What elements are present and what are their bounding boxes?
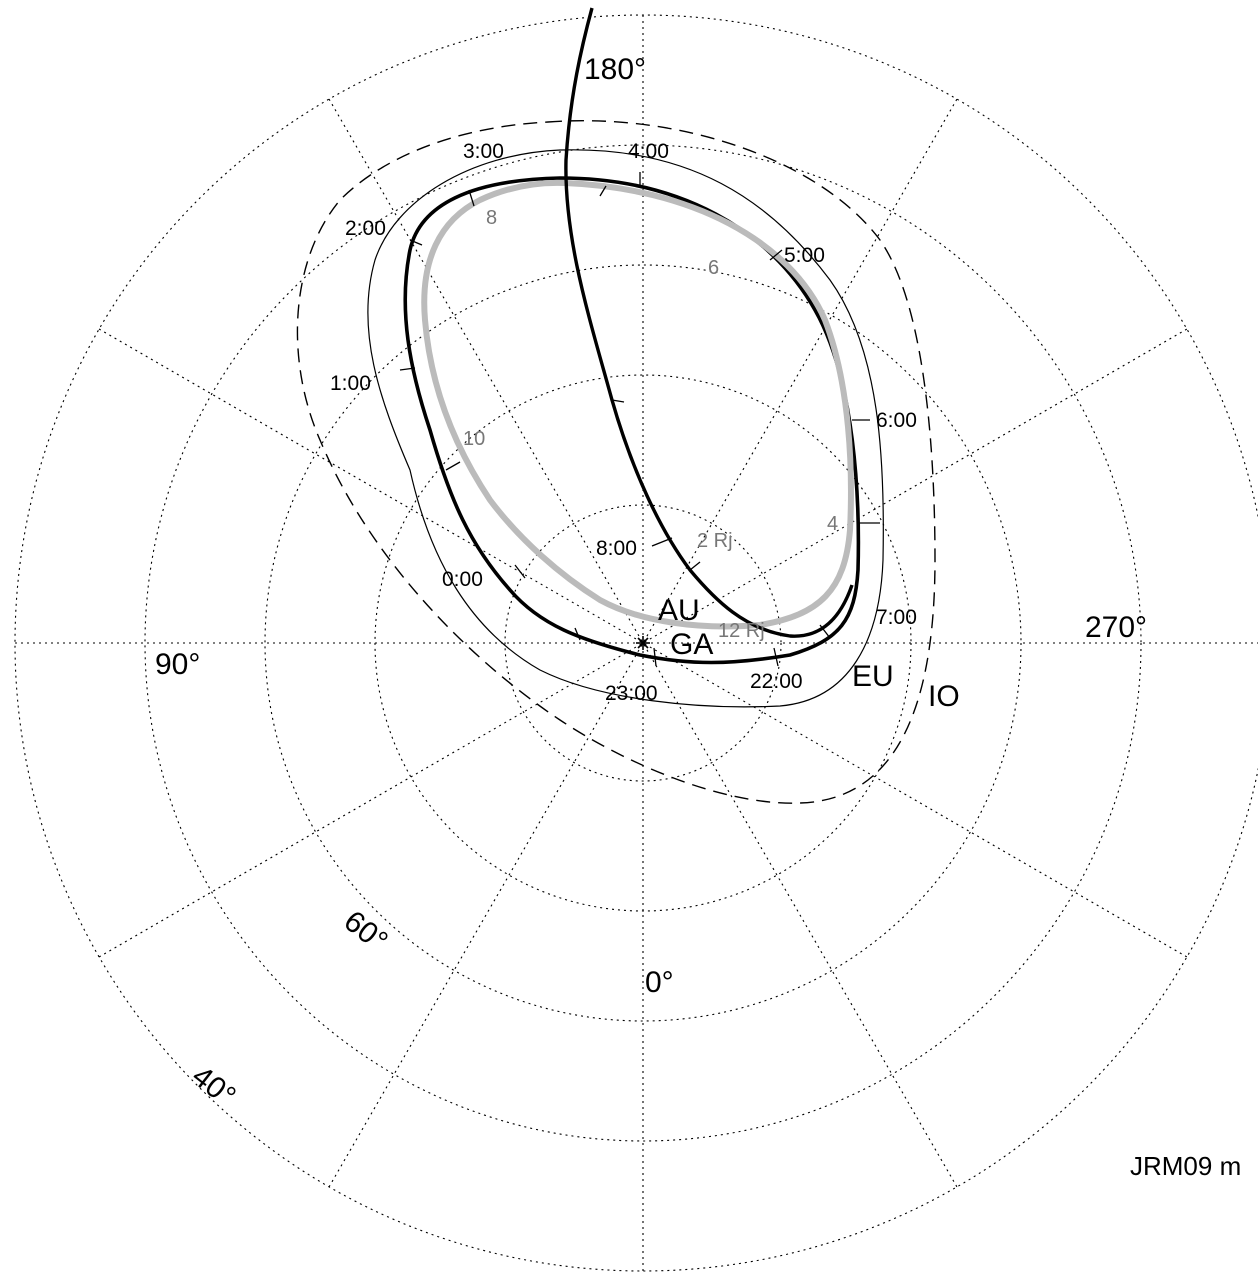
io-label: IO — [928, 680, 960, 713]
aurora-label: AU — [658, 594, 700, 627]
longitude-label-90: 90° — [155, 648, 200, 681]
oval-tick — [574, 627, 581, 641]
pole-marker — [636, 636, 650, 650]
europa-oval — [367, 149, 884, 708]
grid-circle-40 — [144, 144, 1142, 1142]
longitude-label-0: 0° — [645, 966, 674, 999]
europa-label: EU — [852, 660, 894, 693]
oval-hour-ticks — [399, 172, 880, 667]
latitude-label-60: 60° — [338, 905, 394, 959]
time-label: 6:00 — [876, 409, 917, 432]
time-label: 22:00 — [750, 670, 803, 693]
distance-label: 10 — [463, 428, 485, 450]
trajectory-tick — [611, 399, 625, 403]
oval-tick — [468, 189, 475, 207]
distance-label: 12 Rj — [718, 620, 765, 642]
oval-tick — [445, 461, 461, 471]
time-label: 3:00 — [463, 140, 504, 163]
ganymede-label: GA — [670, 628, 713, 661]
oval-tick — [819, 624, 831, 639]
distance-label: 4 — [827, 513, 838, 535]
io-oval — [296, 120, 936, 804]
latitude-label-40: 40° — [186, 1060, 242, 1114]
trajectory-tick — [651, 537, 673, 547]
longitude-label-270: 270° — [1085, 611, 1147, 644]
time-label: 23:00 — [605, 682, 658, 705]
model-annotation: JRM09 m — [1130, 1151, 1241, 1181]
distance-label: 2 Rj — [697, 530, 733, 552]
grid-circle-10 — [504, 504, 782, 782]
distance-label: 6 — [708, 257, 719, 279]
time-label: 2:00 — [345, 217, 386, 240]
time-label: 7:00 — [876, 606, 917, 629]
time-label: 5:00 — [784, 244, 825, 267]
oval-tick — [399, 367, 416, 371]
time-label: 1:00 — [330, 372, 371, 395]
time-label: 0:00 — [442, 568, 483, 591]
aurora-oval — [421, 179, 854, 630]
oval-tick — [773, 647, 779, 667]
trajectory-tick — [689, 561, 701, 571]
oval-tick — [653, 647, 657, 667]
time-label: 4:00 — [628, 140, 669, 163]
oval-tick — [769, 249, 783, 261]
grid-circle-30 — [264, 264, 1022, 1022]
time-label: 8:00 — [596, 537, 637, 560]
longitude-label-180: 180° — [584, 53, 646, 86]
distance-label: 8 — [486, 207, 497, 229]
oval-tick — [514, 564, 526, 579]
oval-tick — [409, 239, 423, 246]
ganymede-oval — [403, 176, 861, 665]
trajectory-tick — [599, 185, 607, 197]
trajectory-ticks — [565, 178, 701, 571]
juno-trajectory — [564, 7, 854, 638]
